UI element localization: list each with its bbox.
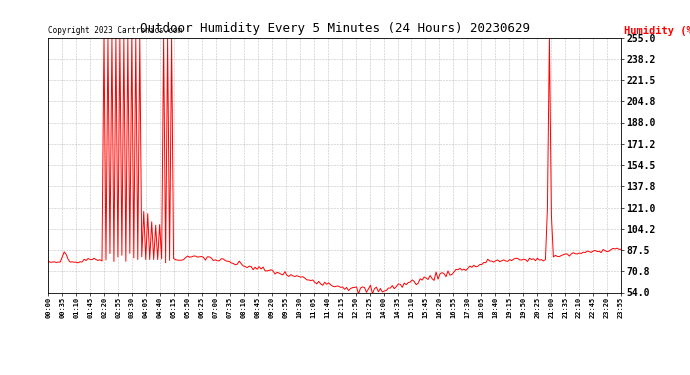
Title: Outdoor Humidity Every 5 Minutes (24 Hours) 20230629: Outdoor Humidity Every 5 Minutes (24 Hou…: [139, 22, 530, 35]
Text: Humidity (%): Humidity (%): [624, 26, 690, 36]
Text: Copyright 2023 Cartronics.com: Copyright 2023 Cartronics.com: [48, 26, 182, 35]
